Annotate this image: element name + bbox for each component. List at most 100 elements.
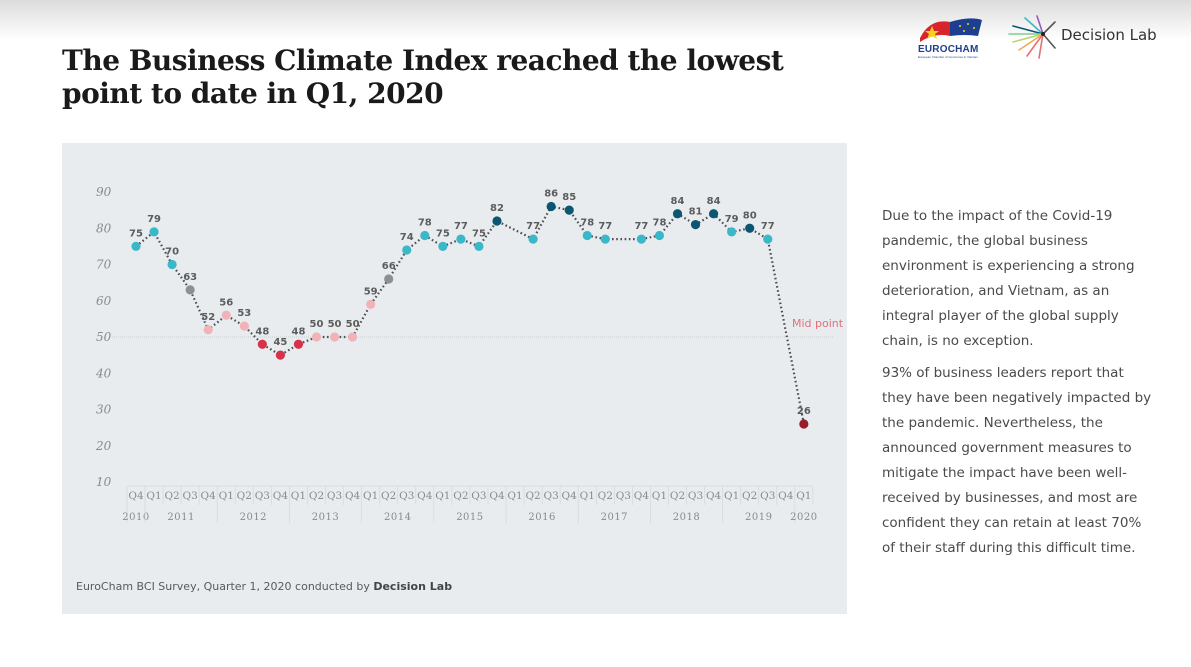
quarter-label: Q3: [255, 490, 270, 502]
quarter-label: Q3: [471, 490, 486, 502]
data-label: 45: [273, 337, 287, 348]
data-point: [690, 220, 701, 230]
quarter-label: Q2: [742, 490, 757, 502]
year-label: 2016: [528, 512, 555, 523]
data-point: [600, 234, 610, 244]
source-bold: Decision Lab: [373, 580, 453, 593]
series-line: [135, 205, 805, 425]
data-label: 59: [364, 286, 378, 297]
data-label: 70: [165, 247, 179, 258]
quarter-label: Q1: [363, 490, 378, 502]
starburst-icon: [1008, 15, 1056, 59]
quarter-label: Q4: [634, 490, 650, 502]
y-tick-label: 10: [96, 475, 112, 489]
data-label: 63: [183, 272, 197, 283]
year-label: 2018: [673, 512, 700, 523]
quarter-label: Q1: [724, 490, 739, 502]
data-label: 52: [201, 312, 215, 323]
y-tick-label: 70: [96, 258, 112, 272]
data-label: 78: [418, 218, 432, 229]
y-tick-label: 50: [96, 330, 112, 344]
quarter-label: Q3: [688, 490, 703, 502]
quarter-label: Q3: [183, 490, 198, 502]
data-label: 86: [544, 189, 558, 200]
eurocham-subtitle: European Chamber of Commerce in Vietnam: [918, 55, 978, 59]
quarter-label: Q4: [778, 490, 794, 502]
quarter-label: Q4: [706, 490, 722, 502]
title-line-2: point to date in Q1, 2020: [62, 77, 444, 110]
title-line-1: The Business Climate Index reached the l…: [62, 44, 784, 77]
data-point: [185, 285, 195, 295]
quarter-label: Q2: [164, 490, 179, 502]
y-tick-label: 90: [96, 185, 112, 199]
data-label: 75: [436, 228, 450, 239]
data-point: [221, 310, 231, 320]
eurocham-logo: EUROCHAM European Chamber of Commerce in…: [910, 14, 990, 60]
chart-panel: 90 80 70 60 50 40 30 20 10 Mid point Q4 Q1 Q2 Q3 Q4 Q1 Q…: [62, 143, 847, 614]
commentary: Due to the impact of the Covid-19 pandem…: [882, 204, 1157, 568]
data-point: [709, 209, 719, 219]
data-label: 77: [634, 221, 648, 232]
data-point: [727, 227, 737, 237]
quarter-label: Q2: [309, 490, 324, 502]
data-point: [348, 332, 358, 342]
data-point: [654, 230, 665, 241]
data-point: [329, 332, 340, 342]
data-label: 53: [237, 308, 251, 319]
quarter-label: Q3: [327, 490, 342, 502]
quarter-label: Q4: [417, 490, 433, 502]
quarter-label: Q1: [796, 490, 811, 502]
data-point: [402, 245, 412, 255]
year-label: 2015: [456, 512, 483, 523]
data-point: [420, 230, 430, 241]
data-point: [384, 274, 394, 284]
data-point: [131, 241, 141, 251]
logo-bar: EUROCHAM European Chamber of Commerce in…: [905, 14, 1175, 64]
quarter-label: Q2: [525, 490, 540, 502]
data-label: 48: [291, 326, 305, 337]
quarter-label: Q3: [399, 490, 414, 502]
data-point: [799, 419, 809, 429]
quarter-label: Q4: [345, 490, 361, 502]
year-label: 2019: [745, 512, 772, 523]
quarter-label: Q2: [381, 490, 396, 502]
commentary-paragraph-1: Due to the impact of the Covid-19 pandem…: [882, 208, 1135, 349]
quarter-label: Q2: [598, 490, 613, 502]
data-label: 85: [562, 192, 576, 203]
quarter-label: Q4: [562, 490, 578, 502]
quarter-label: Q3: [760, 490, 775, 502]
data-label: 75: [472, 228, 486, 239]
quarter-label: Q4: [128, 490, 144, 502]
data-label: 50: [328, 319, 342, 330]
data-label: 77: [761, 221, 775, 232]
data-label: 81: [689, 207, 703, 218]
data-point: [492, 216, 502, 226]
data-label: 77: [454, 221, 468, 232]
quarter-label: Q2: [237, 490, 252, 502]
data-point: [438, 241, 448, 251]
year-label: 2017: [601, 512, 628, 523]
quarter-label: Q1: [652, 490, 667, 502]
quarter-label: Q1: [219, 490, 234, 502]
y-tick-label: 60: [96, 294, 112, 308]
y-tick-label: 40: [95, 366, 112, 380]
data-point: [636, 234, 647, 244]
data-label: 79: [725, 214, 739, 225]
data-point: [167, 259, 177, 270]
data-point: [275, 350, 285, 360]
data-point: [456, 234, 466, 244]
data-label: 74: [400, 232, 414, 243]
quarter-label: Q2: [453, 490, 468, 502]
data-point: [528, 234, 538, 244]
data-point: [366, 299, 376, 309]
eurocham-name: EUROCHAM: [918, 44, 979, 55]
year-label: 2011: [167, 512, 194, 523]
data-label: 56: [219, 297, 233, 308]
quarter-label: Q1: [146, 490, 161, 502]
data-point: [293, 339, 304, 349]
year-label: 2012: [240, 512, 267, 523]
quarter-label: Q4: [489, 490, 505, 502]
data-label: 84: [707, 196, 721, 207]
quarter-label: Q4: [201, 490, 217, 502]
